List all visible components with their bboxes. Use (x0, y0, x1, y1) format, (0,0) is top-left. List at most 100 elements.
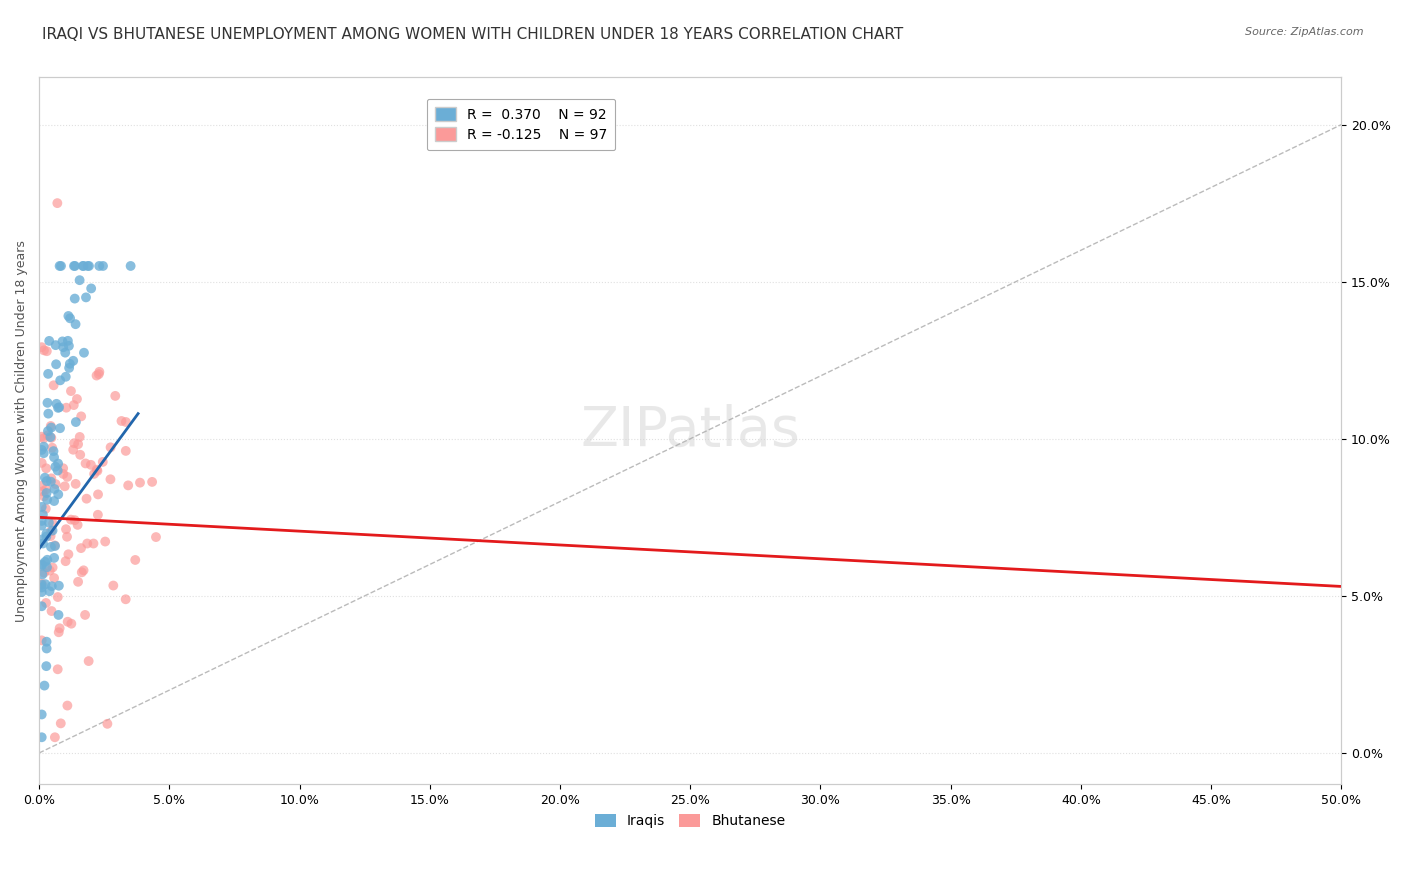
Point (49, 373, 72, 387)
Point (31, 456, 53, 470)
Point (44, 482, 66, 496)
Point (39, 475, 62, 489)
Point (75, 607, 97, 622)
Point (76, 259, 98, 273)
Point (73, 345, 96, 359)
Point (31, 558, 53, 572)
Point (49, 421, 72, 435)
Point (31, 514, 53, 528)
Point (58, 309, 80, 323)
Point (103, 578, 125, 592)
Point (37, 492, 59, 507)
Text: ZIPatlas: ZIPatlas (581, 404, 800, 458)
Point (48, 401, 70, 415)
Point (141, 475, 163, 489)
Point (31, 731, 53, 745)
Point (42, 494, 65, 508)
Point (44, 538, 66, 552)
Point (45, 477, 67, 491)
Point (66, 392, 89, 406)
Point (44, 731, 66, 745)
Point (35, 474, 58, 488)
Point (56, 334, 79, 348)
Point (72, 259, 94, 273)
Point (66, 517, 89, 532)
Point (39, 471, 62, 485)
Point (63, 259, 86, 273)
Point (70, 409, 93, 424)
Point (37, 396, 59, 410)
Point (91, 259, 114, 273)
Point (41, 431, 63, 445)
Point (42, 444, 65, 458)
Point (49, 716, 72, 731)
Point (63, 259, 86, 273)
Point (80, 458, 103, 472)
Point (89, 365, 111, 379)
Point (62, 398, 84, 412)
Point (94, 534, 117, 549)
Point (70, 541, 93, 555)
Point (32, 446, 55, 460)
Point (86, 464, 108, 478)
Point (63, 292, 86, 306)
Point (91, 455, 114, 469)
Point (41, 604, 63, 618)
Point (42, 516, 65, 531)
Point (42, 550, 65, 565)
Point (39, 419, 62, 434)
Point (48, 621, 70, 635)
Point (59, 311, 82, 326)
Point (35, 596, 58, 610)
Point (35, 486, 58, 500)
Point (32, 343, 55, 358)
Point (34, 555, 56, 569)
Point (53, 345, 76, 359)
Point (31, 442, 53, 457)
Point (38, 564, 60, 578)
Point (31, 585, 53, 599)
Point (53, 479, 76, 493)
Point (48, 625, 70, 640)
Point (46, 196, 69, 211)
Point (51, 334, 73, 349)
Point (31, 578, 53, 592)
Point (46, 662, 69, 676)
Point (52, 461, 75, 475)
Point (80, 281, 103, 295)
Point (39, 420, 62, 434)
Point (56, 615, 79, 629)
Point (62, 442, 84, 457)
Point (77, 259, 100, 273)
Point (42, 450, 65, 465)
Point (45, 338, 67, 352)
Point (75, 290, 97, 304)
Point (86, 368, 108, 383)
Point (114, 443, 136, 458)
Point (31, 479, 53, 493)
Point (69, 430, 91, 444)
Point (39, 540, 62, 554)
Point (34, 577, 56, 591)
Point (77, 654, 100, 668)
Point (37, 428, 59, 442)
Point (35, 344, 58, 359)
Point (35, 659, 58, 673)
Point (75, 457, 97, 471)
Point (58, 547, 80, 561)
Point (32, 566, 55, 580)
Point (37, 367, 59, 381)
Point (42, 571, 65, 585)
Point (52, 340, 75, 354)
Point (44, 539, 66, 553)
Point (58, 339, 80, 353)
Point (46, 487, 69, 501)
Point (38, 516, 60, 530)
Point (31, 430, 53, 444)
Point (49, 259, 72, 273)
Point (72, 563, 94, 577)
Point (37, 553, 59, 567)
Point (48, 579, 70, 593)
Point (83, 467, 105, 481)
Point (69, 448, 91, 462)
